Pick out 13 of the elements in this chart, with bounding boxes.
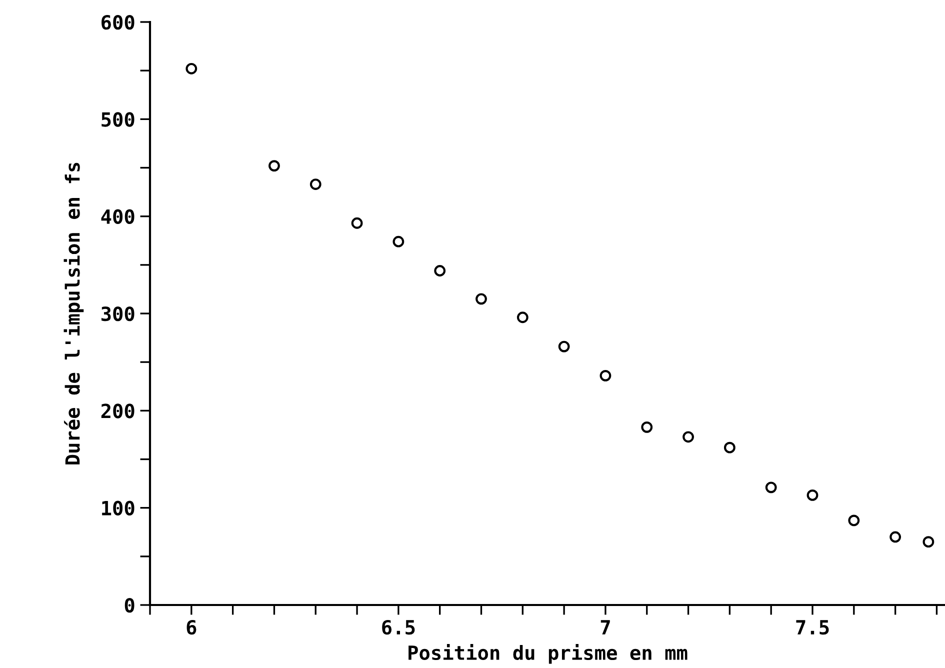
x-axis-title: Position du prisme en mm [408,644,688,664]
y-tick-label: 0 [124,598,134,613]
y-axis-title: Durée de l'impulsion en fs [64,162,84,464]
x-tick-label: 7.5 [796,620,829,635]
x-tick-label: 6 [186,620,196,635]
y-tick-label: 500 [102,112,134,127]
y-tick-label: 200 [101,404,134,418]
y-tick-label: 600 [102,14,134,30]
y-tick-label: 300 [101,306,134,322]
x-tick-label: 7 [600,620,610,634]
x-tick-label: 6.5 [382,620,415,635]
y-tick-label: 400 [101,209,134,224]
y-tick-label: 100 [102,500,134,516]
